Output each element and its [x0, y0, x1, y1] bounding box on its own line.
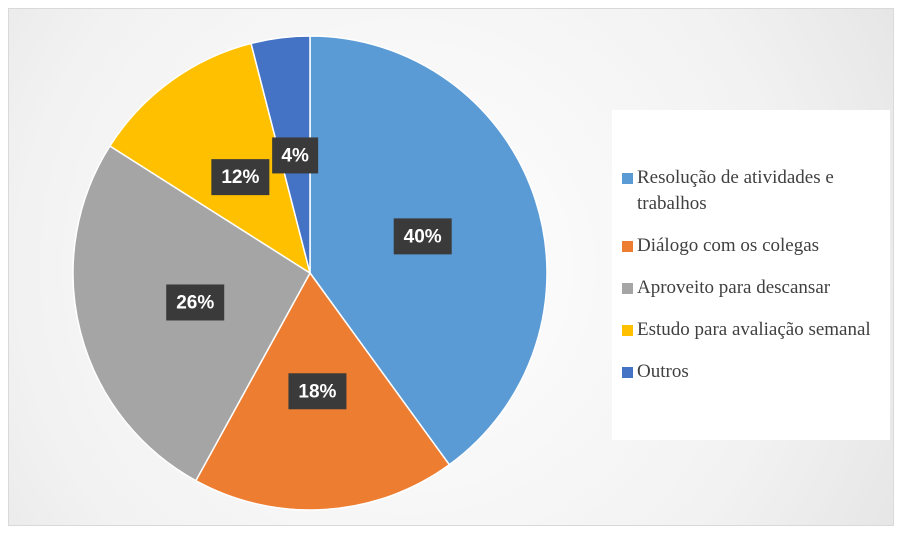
legend-item: Diálogo com os colegas [612, 233, 890, 259]
data-label-box [272, 137, 319, 174]
legend-label: Resolução de atividades e trabalhos [637, 167, 834, 214]
data-label-box [166, 284, 225, 321]
legend-item: Estudo para avaliação semanal [612, 317, 890, 343]
data-label: 4% [281, 145, 309, 166]
data-label-box [393, 218, 452, 255]
data-label: 26% [176, 292, 214, 313]
data-label: 40% [404, 226, 442, 247]
pie-slice [108, 42, 312, 275]
data-label: 18% [298, 381, 336, 402]
legend-label: Estudo para avaliação semanal [637, 319, 871, 340]
legend-item: Aproveito para descansar [612, 275, 890, 301]
legend: Resolução de atividades e trabalhos Diálo… [612, 110, 890, 440]
data-label-box [288, 373, 347, 410]
legend-swatch [622, 173, 633, 184]
legend-swatch [622, 367, 633, 378]
legend-label: Diálogo com os colegas [637, 235, 820, 256]
legend-swatch [622, 241, 633, 252]
legend-swatch [622, 325, 633, 336]
legend-label: Outros [637, 361, 689, 382]
data-label-box [211, 159, 270, 196]
legend-label: Aproveito para descansar [637, 277, 831, 298]
legend-item: Resolução de atividades e trabalhos [612, 165, 890, 217]
legend-swatch [622, 283, 633, 294]
data-label: 12% [221, 167, 259, 188]
legend-item: Outros [612, 359, 890, 385]
